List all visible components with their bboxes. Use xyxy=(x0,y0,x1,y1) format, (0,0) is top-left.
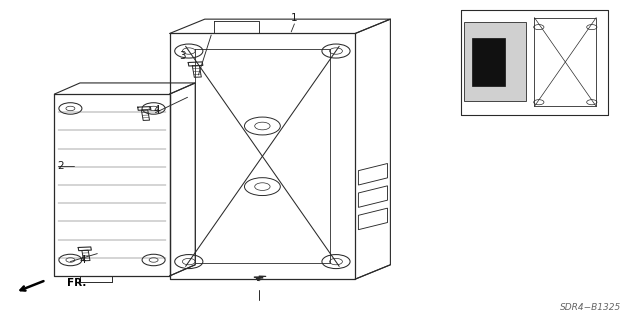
Text: FR.: FR. xyxy=(67,278,86,288)
Text: 4: 4 xyxy=(154,105,160,115)
Text: 1: 1 xyxy=(291,12,298,23)
Polygon shape xyxy=(358,186,388,207)
Polygon shape xyxy=(358,164,388,185)
Bar xyxy=(464,22,526,101)
Bar xyxy=(472,38,505,85)
Text: SDR4−B1325: SDR4−B1325 xyxy=(559,303,621,312)
Text: 2: 2 xyxy=(58,161,64,171)
Polygon shape xyxy=(358,208,388,230)
Text: 4: 4 xyxy=(80,255,86,265)
Text: 3: 3 xyxy=(179,51,186,61)
